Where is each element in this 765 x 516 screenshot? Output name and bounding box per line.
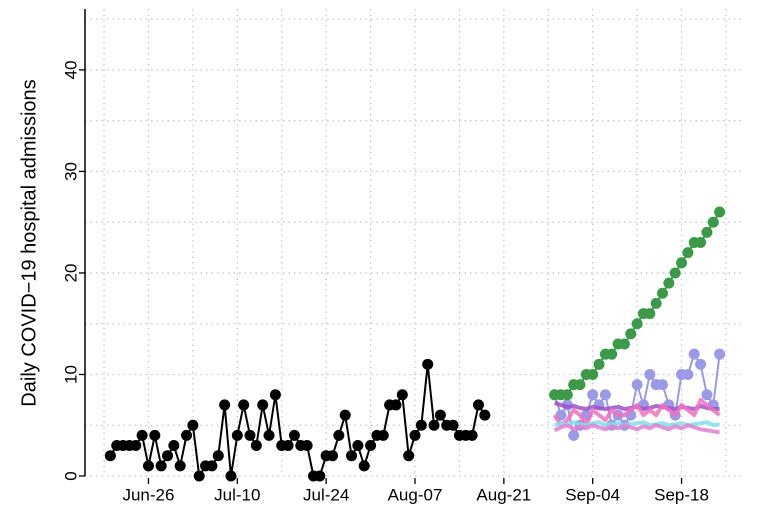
series-point	[130, 440, 142, 452]
series-point	[219, 399, 231, 411]
series-point	[714, 348, 726, 360]
series-point	[644, 308, 656, 320]
y-tick-label: 30	[61, 162, 80, 181]
series-point	[587, 389, 599, 401]
series-point	[250, 440, 262, 452]
series-point	[599, 389, 611, 401]
y-tick-label: 40	[61, 60, 80, 79]
series-point	[257, 399, 269, 411]
series-point	[479, 409, 491, 421]
series-point	[149, 429, 161, 441]
x-tick-label: Jul-24	[303, 485, 349, 504]
series-point	[631, 379, 643, 391]
series-point	[606, 348, 618, 360]
series-point	[396, 389, 408, 401]
series-point	[168, 440, 180, 452]
series-line	[552, 397, 721, 428]
series-point	[593, 358, 605, 370]
series-point	[377, 429, 389, 441]
series-point	[339, 409, 351, 421]
series-point	[447, 419, 459, 431]
series-point	[663, 277, 675, 289]
series-point	[561, 389, 573, 401]
series-point	[568, 429, 580, 441]
series-point	[695, 358, 707, 370]
series-point	[587, 368, 599, 380]
series-point	[682, 247, 694, 259]
series-point	[333, 429, 345, 441]
series-point	[314, 470, 326, 482]
series-point	[212, 450, 224, 462]
y-tick-label: 10	[61, 365, 80, 384]
series-point	[358, 460, 370, 472]
series-point	[669, 267, 681, 279]
series-point	[104, 450, 116, 462]
series-point	[466, 429, 478, 441]
series-point	[472, 399, 484, 411]
series-point	[618, 338, 630, 350]
series-point	[288, 429, 300, 441]
series-point	[352, 440, 364, 452]
series-point	[269, 389, 281, 401]
series-point	[422, 358, 434, 370]
series-point	[263, 429, 275, 441]
series-point	[657, 287, 668, 299]
series-point	[238, 399, 250, 411]
series-point	[688, 348, 700, 360]
series-point	[428, 419, 440, 431]
series-point	[701, 226, 713, 238]
series-point	[707, 216, 719, 228]
series-point	[155, 460, 167, 472]
series-point	[415, 419, 427, 431]
y-axis-label: Daily COVID−19 hospital admissions	[18, 79, 40, 406]
series-point	[434, 409, 446, 421]
series-point	[187, 419, 199, 431]
series-point	[142, 460, 154, 472]
series-point	[631, 318, 643, 330]
x-tick-label: Aug-21	[476, 485, 531, 504]
series-point	[574, 379, 586, 391]
series-point	[206, 460, 218, 472]
series-point	[244, 429, 256, 441]
series-point	[174, 460, 186, 472]
series-point	[714, 206, 726, 218]
series-point	[301, 440, 313, 452]
x-tick-label: Jul-10	[214, 485, 260, 504]
series-point	[657, 379, 668, 391]
series-point	[327, 450, 338, 462]
series-point	[181, 429, 193, 441]
series-point	[701, 389, 713, 401]
series-point	[136, 429, 148, 441]
series-point	[403, 450, 415, 462]
x-tick-label: Sep-04	[565, 485, 620, 504]
x-tick-label: Sep-18	[654, 485, 709, 504]
series-point	[225, 470, 237, 482]
series-point	[162, 450, 173, 462]
series-point	[650, 297, 662, 309]
series-point	[282, 440, 294, 452]
series-point	[346, 450, 358, 462]
series-point	[682, 368, 694, 380]
y-tick-label: 20	[61, 263, 80, 282]
series-point	[390, 399, 402, 411]
series-point	[365, 440, 377, 452]
y-tick-label: 0	[61, 471, 80, 480]
series-point	[676, 257, 688, 269]
series-point	[193, 470, 205, 482]
series-point	[625, 328, 637, 340]
x-tick-label: Jun-26	[122, 485, 174, 504]
series-point	[644, 368, 656, 380]
series-line	[553, 423, 720, 435]
series-point	[695, 237, 707, 248]
series-point	[231, 429, 243, 441]
x-tick-label: Aug-07	[388, 485, 443, 504]
series-point	[409, 429, 421, 441]
